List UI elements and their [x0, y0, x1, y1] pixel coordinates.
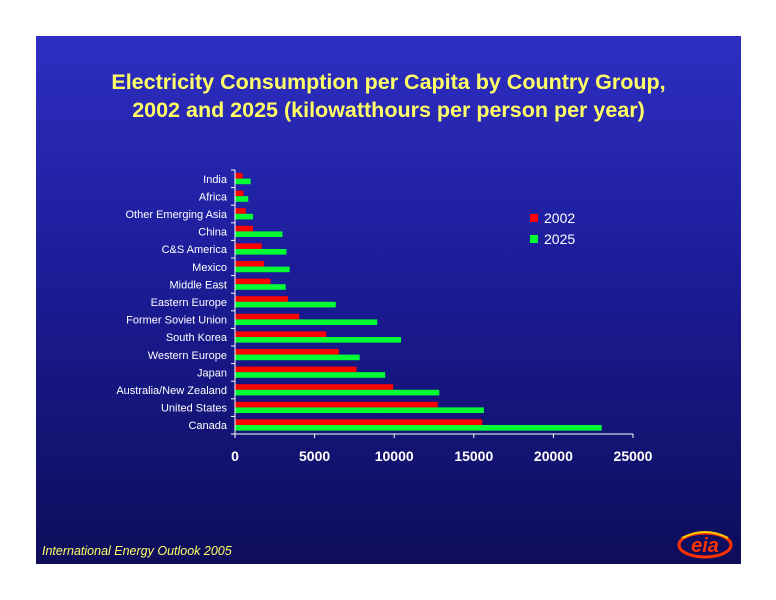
eia-logo-text: eia [691, 535, 719, 557]
bar-2002 [235, 401, 438, 408]
bar-2002 [235, 366, 357, 373]
y-tick-label: South Korea [166, 332, 228, 344]
bar-2002 [235, 243, 262, 249]
bar-2002 [235, 349, 339, 355]
bar-2025 [235, 389, 440, 396]
x-tick-label: 5000 [299, 448, 330, 464]
bar-2002 [235, 225, 254, 232]
y-tick-label: Former Soviet Union [126, 315, 227, 327]
bar-2002 [235, 296, 289, 302]
bar-2025 [235, 337, 402, 343]
x-tick-label: 10000 [375, 448, 414, 464]
x-tick-label: 25000 [614, 448, 653, 464]
bar-2025 [235, 319, 378, 325]
y-tick-label: Other Emerging Asia [126, 209, 228, 221]
bar-2025 [235, 266, 290, 273]
x-tick-label: 15000 [454, 448, 493, 464]
chart-title-line2: 2002 and 2025 (kilowatthours per person … [132, 98, 645, 122]
bar-2002 [235, 419, 483, 425]
bar-2025 [235, 284, 286, 290]
bar-2002 [235, 190, 244, 197]
bar-2025 [235, 213, 254, 220]
y-tick-label: Japan [197, 367, 227, 379]
y-tick-label: Africa [199, 191, 228, 203]
bar-2025 [235, 301, 336, 308]
legend-label-2025: 2025 [544, 231, 575, 247]
bar-2002 [235, 173, 243, 179]
bar-2025 [235, 231, 283, 237]
bar-2025 [235, 249, 287, 255]
bar-2002 [235, 384, 394, 390]
y-tick-label: China [198, 227, 228, 239]
bar-2025 [235, 407, 484, 413]
bar-2002 [235, 261, 265, 267]
bar-2002 [235, 313, 300, 320]
legend-swatch-2002 [530, 214, 538, 222]
y-tick-label: C&S America [162, 244, 228, 256]
footer-source: International Energy Outlook 2005 [42, 544, 232, 558]
bar-2025 [235, 178, 251, 185]
x-tick-label: 0 [231, 448, 239, 464]
chart-title-line1: Electricity Consumption per Capita by Co… [111, 70, 666, 94]
y-tick-label: Canada [188, 420, 227, 432]
y-tick-label: Middle East [170, 279, 227, 291]
y-tick-label: United States [161, 403, 228, 415]
bar-2025 [235, 196, 249, 202]
chart-title: Electricity Consumption per Capita by Co… [36, 68, 741, 124]
bar-chart: India Africa Other Emerging Asia China C&S A… [116, 169, 653, 464]
y-tick-label: Mexico [192, 262, 227, 274]
bar-2025 [235, 372, 386, 378]
x-tick-label: 20000 [534, 448, 573, 464]
bar-2025 [235, 425, 602, 431]
bar-2002 [235, 278, 271, 285]
y-tick-label: India [203, 174, 228, 186]
bar-2002 [235, 208, 246, 214]
bar-2002 [235, 331, 327, 337]
legend-swatch-2025 [530, 235, 538, 243]
y-tick-label: Australia/New Zealand [116, 385, 227, 397]
bar-2025 [235, 354, 360, 361]
y-tick-label: Western Europe [148, 350, 227, 362]
y-tick-label: Eastern Europe [151, 297, 227, 309]
eia-logo: eia [677, 531, 733, 559]
legend-label-2002: 2002 [544, 210, 575, 226]
slide-background: Electricity Consumption per Capita by Co… [36, 36, 741, 564]
